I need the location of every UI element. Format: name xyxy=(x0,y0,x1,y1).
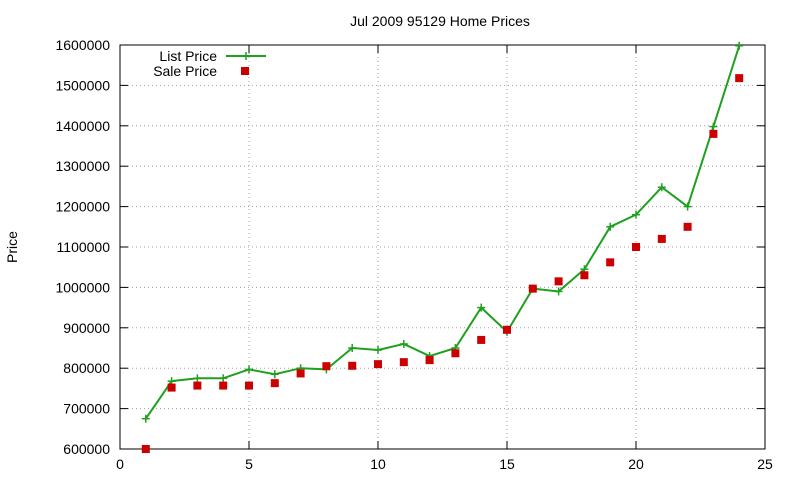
sale-price-point xyxy=(193,381,202,390)
list-price-point xyxy=(606,222,615,231)
legend-plus-marker xyxy=(242,52,250,60)
y-tick-label: 600000 xyxy=(63,441,110,457)
sale-price-point xyxy=(425,356,434,365)
sale-price-point xyxy=(322,362,331,371)
sale-price-point xyxy=(606,258,615,267)
sale-price-point xyxy=(580,271,589,280)
y-tick-label: 1500000 xyxy=(55,77,110,93)
sale-price-point xyxy=(296,369,305,378)
list-price-point xyxy=(632,210,640,219)
y-tick-label: 1100000 xyxy=(57,239,111,255)
list-price-point xyxy=(477,303,486,312)
sale-price-point xyxy=(503,325,511,334)
list-price-point xyxy=(245,365,253,374)
sale-price-point xyxy=(735,74,744,83)
list-price-point xyxy=(193,374,202,383)
list-price-point xyxy=(399,339,408,348)
y-tick-label: 1300000 xyxy=(55,158,110,174)
sale-price-point xyxy=(451,349,460,358)
y-tick-label: 1600000 xyxy=(55,37,110,53)
sale-price-point xyxy=(477,335,486,344)
sale-price-point xyxy=(219,381,228,390)
list-price-line xyxy=(144,45,741,420)
sale-price-point xyxy=(141,445,150,453)
y-tick-label: 1000000 xyxy=(55,279,110,295)
x-tick-label: 10 xyxy=(370,456,386,472)
legend-label-sale-price: Sale Price xyxy=(153,63,217,79)
y-tick-label: 900000 xyxy=(63,320,110,336)
y-tick-label: 1200000 xyxy=(55,199,110,215)
list-price-point xyxy=(554,287,563,296)
list-price-point xyxy=(348,344,357,352)
list-price-point xyxy=(374,346,382,355)
sale-price-point xyxy=(683,222,692,231)
chart-title: Jul 2009 95129 Home Prices xyxy=(350,13,530,29)
list-price-point xyxy=(141,414,150,423)
x-tick-label: 20 xyxy=(628,456,644,472)
list-price-point xyxy=(657,183,666,192)
sale-price-point xyxy=(374,360,382,369)
y-tick-label: 700000 xyxy=(63,401,110,417)
x-tick-label: 0 xyxy=(116,456,124,472)
sale-price-point xyxy=(399,358,408,367)
x-tick-label: 25 xyxy=(757,456,773,472)
list-price-point xyxy=(270,370,279,379)
axis-ticks: 600000 700000 800000 900000 1000000 1100000 12… xyxy=(55,37,773,472)
grid-lines xyxy=(120,45,765,449)
sale-price-point xyxy=(709,129,718,138)
sale-price-point xyxy=(348,361,357,370)
x-tick-label: 15 xyxy=(499,456,515,472)
y-tick-label: 1400000 xyxy=(55,118,110,134)
sale-price-point xyxy=(245,381,253,390)
legend-swatch-sale-price xyxy=(241,67,249,75)
y-axis-label: Price xyxy=(4,231,20,263)
sale-price-point xyxy=(554,277,563,286)
y-tick-label: 800000 xyxy=(63,360,110,376)
list-price-point xyxy=(683,202,692,211)
data-series xyxy=(141,41,744,453)
legend-label-list-price: List Price xyxy=(159,48,217,64)
list-price-point xyxy=(219,374,228,383)
sale-price-point xyxy=(270,379,279,388)
legend: List Price Sale Price xyxy=(153,48,266,79)
x-tick-label: 5 xyxy=(245,456,253,472)
sale-price-point xyxy=(528,284,537,293)
sale-price-point xyxy=(632,243,640,251)
sale-price-point xyxy=(657,234,666,243)
list-price-point xyxy=(735,41,744,50)
list-price-point xyxy=(709,122,718,131)
sale-price-point xyxy=(167,383,176,392)
